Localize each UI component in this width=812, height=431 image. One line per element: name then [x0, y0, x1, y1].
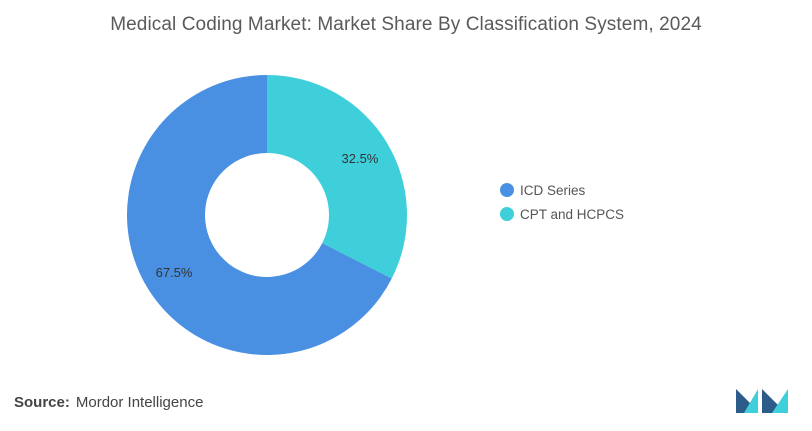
- legend-label-icd-series: ICD Series: [520, 182, 586, 198]
- logo-shape-right: [762, 389, 778, 413]
- source-text: Mordor Intelligence: [75, 394, 204, 411]
- source-note: Source: Mordor Intelligence: [14, 394, 203, 411]
- data-label-icd-series: 67.5%: [156, 265, 193, 280]
- legend-swatch-icd-series: [500, 183, 514, 197]
- donut-slice-cpt-and-hcpcs: [267, 75, 408, 279]
- chart-title: Medical Coding Market: Market Share By C…: [110, 14, 702, 35]
- legend-swatch-cpt-hcpcs: [500, 207, 514, 221]
- legend-item-cpt-hcpcs: CPT and HCPCS: [500, 202, 624, 226]
- logo-shape-middle: [744, 389, 758, 413]
- logo-shape-left: [736, 389, 750, 413]
- legend-label-cpt-hcpcs: CPT and HCPCS: [520, 206, 625, 222]
- chart-legend: ICD Series CPT and HCPCS: [500, 178, 624, 226]
- donut-slice-icd-series: [127, 75, 392, 355]
- legend-item-icd-series: ICD Series: [500, 178, 624, 202]
- data-label-cpt-and-hcpcs: 32.5%: [342, 151, 379, 166]
- source-label: Source:: [14, 394, 70, 411]
- logo-shape-far-right: [772, 389, 788, 413]
- mordor-intelligence-logo-icon: [736, 389, 788, 413]
